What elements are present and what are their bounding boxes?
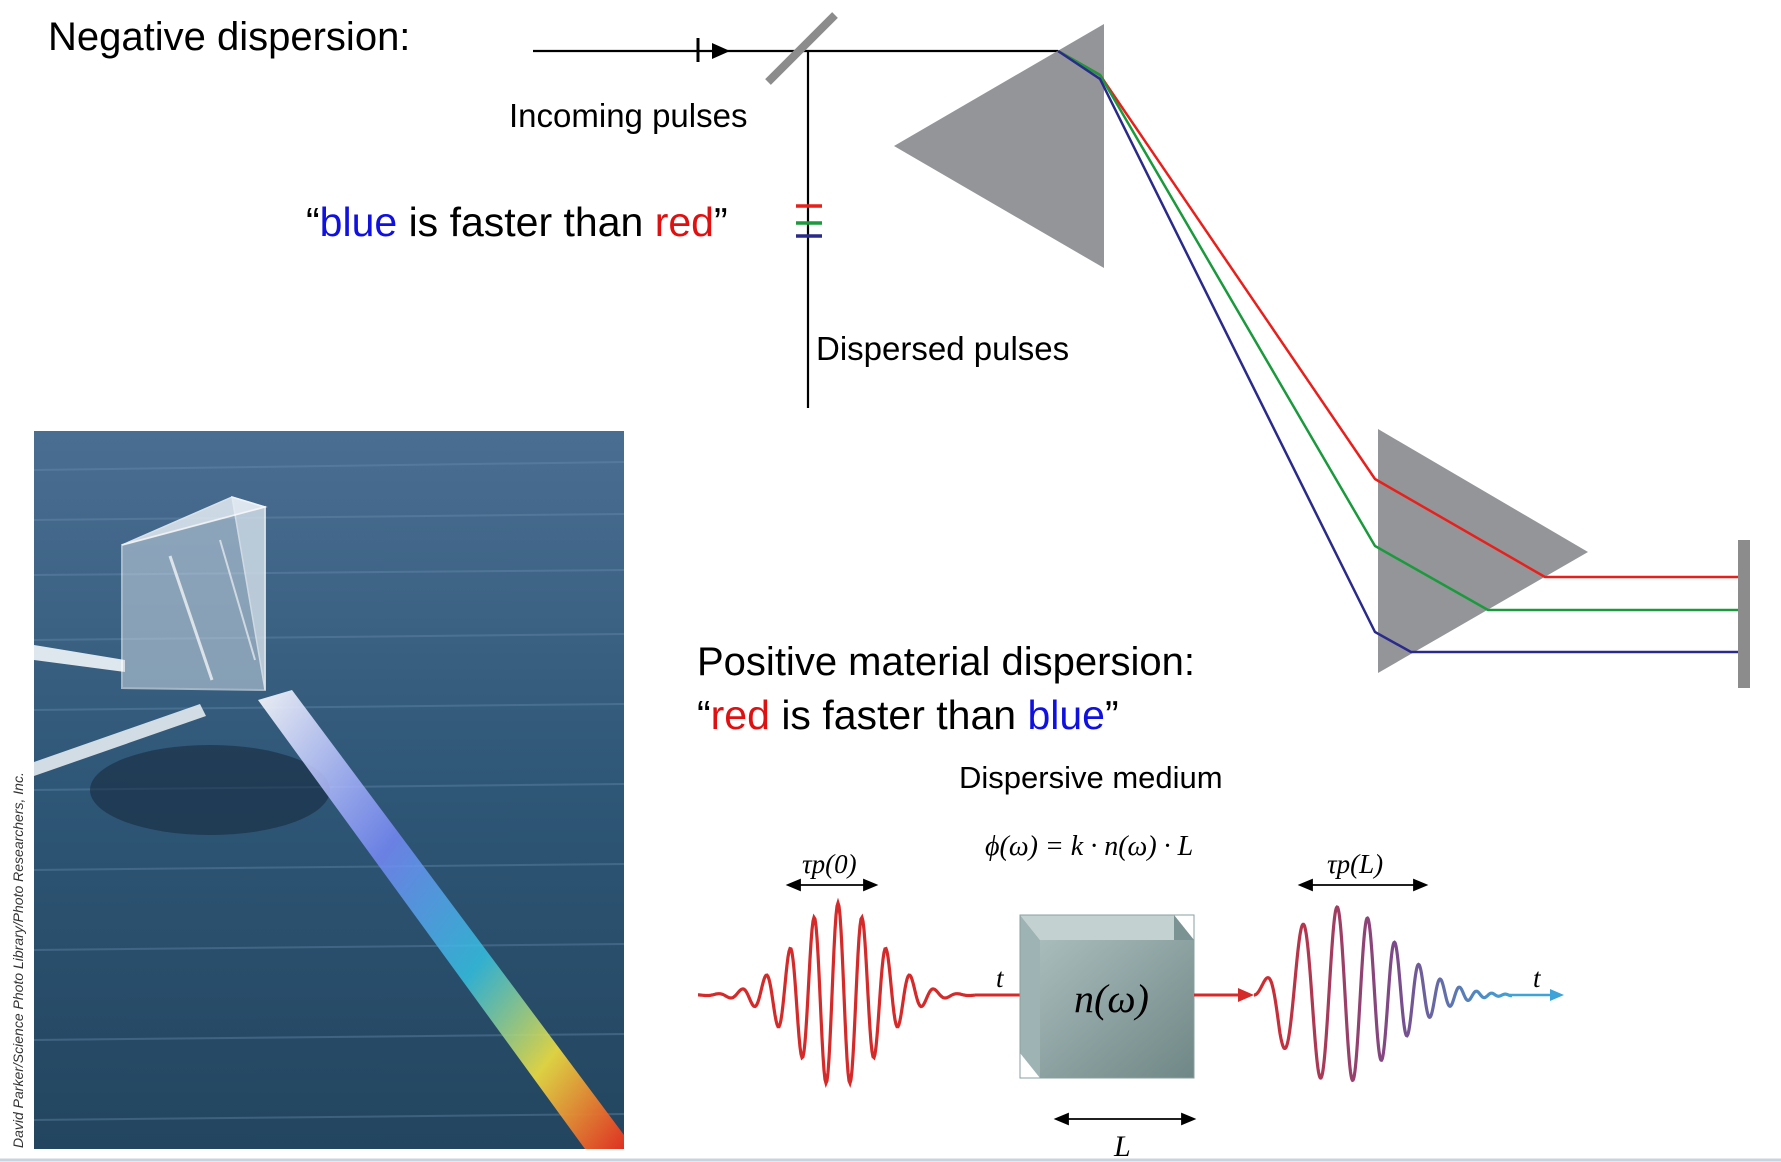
quote-open: “ bbox=[697, 692, 711, 738]
time-label-output: t bbox=[1533, 963, 1542, 993]
dispersed-pulses-label: Dispersed pulses bbox=[816, 330, 1069, 367]
tau-output-label: τp(L) bbox=[1327, 849, 1383, 879]
end-mirror bbox=[1738, 540, 1750, 688]
tau-input-arrow bbox=[788, 880, 876, 890]
quote-blue-word: blue bbox=[1027, 692, 1105, 738]
pickoff-mirror bbox=[768, 15, 835, 82]
negative-dispersion-title: Negative dispersion: bbox=[48, 15, 410, 59]
tau-input-label: τp(0) bbox=[802, 849, 857, 879]
quote-middle: is faster than bbox=[397, 199, 655, 245]
dispersive-medium-label: Dispersive medium bbox=[959, 760, 1223, 795]
prism-photo bbox=[34, 431, 624, 1149]
length-label: L bbox=[1113, 1130, 1131, 1162]
prism-2 bbox=[1378, 429, 1588, 673]
incoming-pulses-label: Incoming pulses bbox=[509, 97, 747, 134]
quote-red-word: red bbox=[655, 199, 714, 245]
phase-formula: ϕ(ω) = k · n(ω) · L bbox=[985, 831, 1193, 862]
output-chirped-pulse-wave bbox=[1254, 907, 1512, 1080]
length-arrow bbox=[1056, 1114, 1194, 1124]
quote-blue-word: blue bbox=[320, 199, 398, 245]
negative-quote: “blue is faster than red” bbox=[306, 199, 728, 245]
positive-dispersion-title: Positive material dispersion: bbox=[697, 640, 1195, 684]
quote-close: ” bbox=[1105, 692, 1119, 738]
arrow-out-of-medium-head bbox=[1238, 988, 1254, 1002]
quote-close: ” bbox=[714, 199, 728, 245]
tau-output-arrow bbox=[1300, 880, 1426, 890]
output-time-axis-head bbox=[1550, 989, 1564, 1001]
quote-red-word: red bbox=[711, 692, 770, 738]
beam-direction-arrow bbox=[712, 43, 730, 59]
input-pulse-wave bbox=[698, 903, 975, 1083]
positive-quote: “red is faster than blue” bbox=[697, 692, 1119, 738]
quote-middle: is faster than bbox=[770, 692, 1028, 738]
photo-credit: David Parker/Science Photo Library/Photo… bbox=[10, 772, 26, 1148]
quote-open: “ bbox=[306, 199, 320, 245]
time-label-input: t bbox=[996, 963, 1005, 993]
medium-symbol: n(ω) bbox=[1074, 976, 1149, 1021]
